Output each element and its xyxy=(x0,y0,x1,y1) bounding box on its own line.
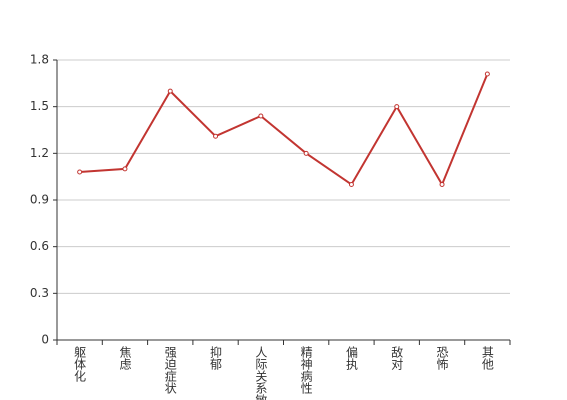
x-tick-label: 敌对 xyxy=(390,345,404,370)
point xyxy=(167,88,173,94)
point xyxy=(213,133,219,139)
x-tick-label: 抑郁 xyxy=(209,345,223,371)
y-tick-label: 1.5 xyxy=(30,99,49,113)
point xyxy=(484,71,490,77)
x-tick-label: 偏执 xyxy=(344,345,358,371)
x-tick-label: 恐怖 xyxy=(435,346,449,370)
x-tick-label: 强迫症状 xyxy=(163,346,177,394)
x-tick-label: 精神病性 xyxy=(299,346,313,395)
point xyxy=(348,181,354,187)
y-tick-label: 1.2 xyxy=(30,146,49,160)
y-tick-label: 1.8 xyxy=(30,53,49,67)
point xyxy=(303,150,309,156)
x-tick-label: 焦虑 xyxy=(118,346,132,370)
x-tick-label: 其他 xyxy=(480,346,494,370)
point xyxy=(439,181,445,187)
point xyxy=(122,166,128,172)
x-tick-label: 躯体化 xyxy=(73,345,87,383)
y-tick-label: 0.3 xyxy=(30,286,49,300)
y-tick-label: 0.9 xyxy=(30,193,49,207)
x-tick-label: 人际关系敏感 xyxy=(254,346,268,400)
y-tick-label: 0 xyxy=(41,333,49,347)
line xyxy=(79,73,489,187)
point xyxy=(258,113,264,119)
point xyxy=(77,169,83,175)
point xyxy=(394,104,400,110)
y-tick-label: 0.6 xyxy=(30,239,49,253)
